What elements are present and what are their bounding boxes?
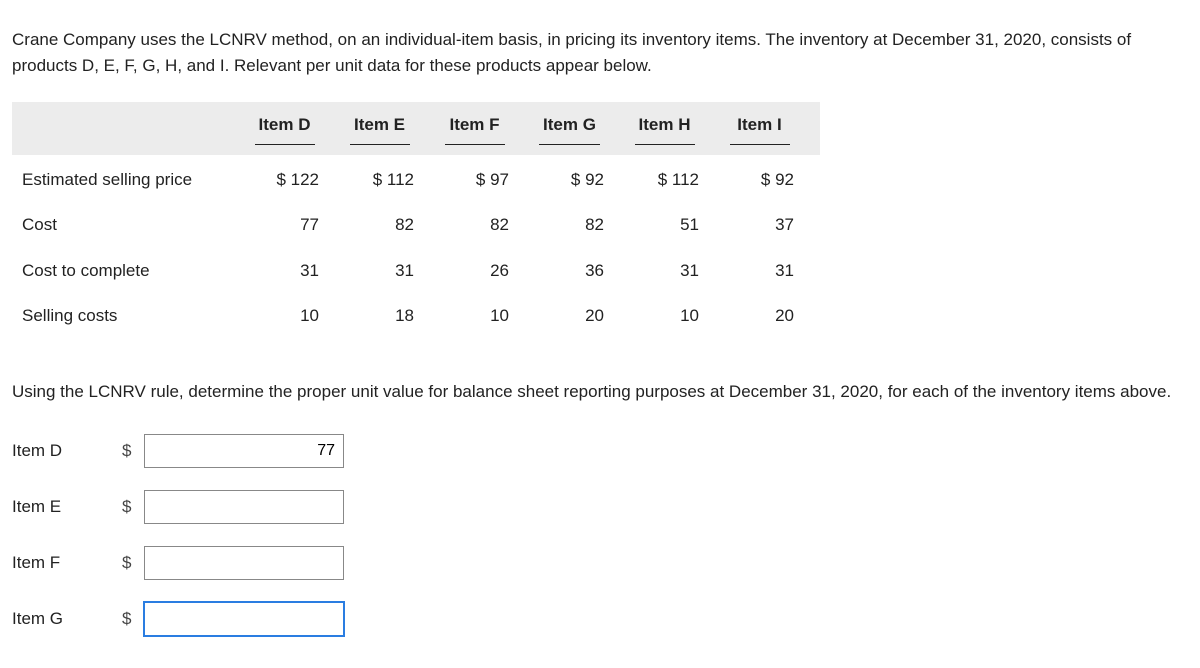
answer-row: Item D$: [12, 434, 1188, 468]
cell-value: 77: [250, 202, 345, 248]
header-item-d: Item D: [250, 102, 345, 156]
row-label: Estimated selling price: [12, 156, 250, 203]
answer-input[interactable]: [144, 602, 344, 636]
answer-row: Item E$: [12, 490, 1188, 524]
row-label: Cost: [12, 202, 250, 248]
table-row: Cost to complete313126363131: [12, 248, 820, 294]
answer-input[interactable]: [144, 434, 344, 468]
cell-value: 10: [440, 293, 535, 339]
answer-label: Item D: [12, 438, 122, 464]
header-blank: [12, 102, 250, 156]
answer-row: Item G$: [12, 602, 1188, 636]
answer-label: Item G: [12, 606, 122, 632]
cell-value: 10: [630, 293, 725, 339]
header-item-i: Item I: [725, 102, 820, 156]
cell-value: $ 112: [345, 156, 440, 203]
cell-value: 36: [535, 248, 630, 294]
row-label: Selling costs: [12, 293, 250, 339]
cell-value: 82: [345, 202, 440, 248]
answers-block: Item D$Item E$Item F$Item G$: [12, 434, 1188, 636]
cell-value: 20: [725, 293, 820, 339]
answer-input[interactable]: [144, 546, 344, 580]
table-row: Cost778282825137: [12, 202, 820, 248]
cell-value: 26: [440, 248, 535, 294]
header-row: Item D Item E Item F Item G Item H Item …: [12, 102, 820, 156]
intro-text: Crane Company uses the LCNRV method, on …: [12, 27, 1182, 78]
currency-symbol: $: [122, 494, 144, 520]
cell-value: $ 122: [250, 156, 345, 203]
cell-value: 82: [535, 202, 630, 248]
cell-value: $ 112: [630, 156, 725, 203]
header-item-h: Item H: [630, 102, 725, 156]
cell-value: 18: [345, 293, 440, 339]
currency-symbol: $: [122, 606, 144, 632]
answer-label: Item F: [12, 550, 122, 576]
currency-symbol: $: [122, 550, 144, 576]
table-row: Estimated selling price$ 122$ 112$ 97$ 9…: [12, 156, 820, 203]
cell-value: 10: [250, 293, 345, 339]
answer-row: Item F$: [12, 546, 1188, 580]
cell-value: 31: [250, 248, 345, 294]
cell-value: 51: [630, 202, 725, 248]
cell-value: 31: [345, 248, 440, 294]
answer-label: Item E: [12, 494, 122, 520]
currency-symbol: $: [122, 438, 144, 464]
table-body: Estimated selling price$ 122$ 112$ 97$ 9…: [12, 156, 820, 339]
data-table: Item D Item E Item F Item G Item H Item …: [12, 102, 820, 339]
header-item-e: Item E: [345, 102, 440, 156]
cell-value: 37: [725, 202, 820, 248]
cell-value: 31: [630, 248, 725, 294]
question-text: Using the LCNRV rule, determine the prop…: [12, 379, 1182, 405]
cell-value: 82: [440, 202, 535, 248]
cell-value: $ 97: [440, 156, 535, 203]
header-item-g: Item G: [535, 102, 630, 156]
table-row: Selling costs101810201020: [12, 293, 820, 339]
cell-value: 31: [725, 248, 820, 294]
cell-value: 20: [535, 293, 630, 339]
row-label: Cost to complete: [12, 248, 250, 294]
cell-value: $ 92: [535, 156, 630, 203]
header-item-f: Item F: [440, 102, 535, 156]
cell-value: $ 92: [725, 156, 820, 203]
answer-input[interactable]: [144, 490, 344, 524]
